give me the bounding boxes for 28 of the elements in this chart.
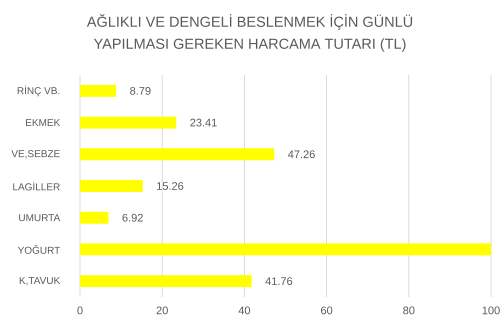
x-tick-label: 0 bbox=[77, 306, 83, 314]
data-label: 23.41 bbox=[190, 118, 217, 126]
y-tick-label: RİNÇ VB. bbox=[18, 85, 60, 96]
x-tick-label: 60 bbox=[321, 306, 332, 314]
y-tick-label: VE,SEBZE bbox=[11, 150, 60, 158]
bar bbox=[80, 180, 143, 192]
y-tick-label: K,TAVUK bbox=[20, 277, 60, 286]
y-tick-label: YOĞURT bbox=[18, 245, 60, 254]
x-tick-label: 80 bbox=[403, 306, 414, 314]
bar bbox=[80, 148, 274, 160]
bar bbox=[80, 212, 108, 224]
data-label: 6.92 bbox=[122, 214, 143, 222]
bar bbox=[80, 243, 492, 256]
data-label: 41.76 bbox=[265, 277, 292, 286]
x-tick-label: 40 bbox=[238, 306, 250, 314]
bar bbox=[80, 116, 176, 129]
x-tick-label: 100 bbox=[482, 306, 500, 314]
x-tick-label: 20 bbox=[156, 306, 168, 314]
bar bbox=[80, 84, 116, 97]
y-tick-label: LAGİLLER bbox=[13, 182, 60, 190]
bar bbox=[80, 275, 252, 288]
chart-title: AĞLIKLI VE DENGELİ BESLENMEK İÇİN GÜNLÜ bbox=[86, 14, 412, 30]
y-tick-label: EKMEK bbox=[26, 119, 60, 126]
data-label: 15.26 bbox=[157, 182, 184, 190]
data-label: 8.79 bbox=[130, 86, 151, 95]
data-label: 47.26 bbox=[288, 150, 315, 158]
chart-subtitle: YAPILMASI GEREKEN HARCAMA TUTARI (TL) bbox=[94, 38, 406, 52]
y-tick-label: UMURTA bbox=[19, 214, 60, 222]
